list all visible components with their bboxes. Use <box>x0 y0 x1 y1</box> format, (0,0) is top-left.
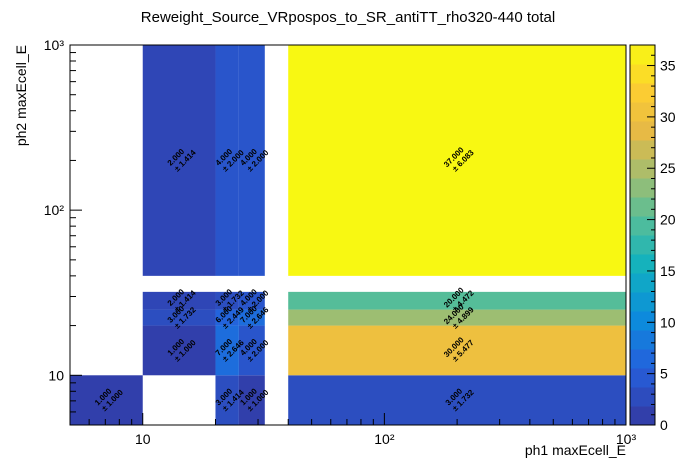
y-tick-label: 10 <box>48 367 64 383</box>
x-tick-label: 10² <box>374 431 395 447</box>
heatmap-cell <box>238 375 265 425</box>
heatmap-cell <box>70 375 143 425</box>
palette-tick-label: 25 <box>660 160 676 176</box>
palette-tick-label: 10 <box>660 314 676 330</box>
heatmap-cell <box>142 325 216 376</box>
palette-tick-label: 35 <box>660 58 676 74</box>
x-tick-label: 10 <box>135 431 151 447</box>
palette-band <box>630 273 655 293</box>
palette-band <box>630 330 655 350</box>
heatmap-cell <box>288 375 626 425</box>
x-axis: 10 10² 10³ <box>69 413 637 447</box>
palette-band <box>630 64 655 84</box>
heatmap-cell <box>142 291 216 310</box>
y-tick-label: 10³ <box>44 37 65 53</box>
heatmap-cell <box>238 291 265 310</box>
palette-band <box>630 83 655 103</box>
heatmap-cell <box>238 45 265 276</box>
palette-frame <box>629 44 656 426</box>
heatmap-cell <box>288 325 626 376</box>
plot-frame <box>69 44 627 426</box>
heatmap-cells <box>70 45 626 425</box>
palette-tick-label: 15 <box>660 263 676 279</box>
heatmap-cell <box>288 45 626 276</box>
palette-band <box>630 292 655 312</box>
palette-band <box>630 159 655 179</box>
y-axis: 10 10² 10³ <box>44 37 82 426</box>
palette-tick-label: 0 <box>660 417 668 433</box>
palette-band <box>630 45 655 65</box>
palette-band <box>630 368 655 388</box>
heatmap-cell <box>238 309 265 326</box>
palette-tick-label: 30 <box>660 109 676 125</box>
x-axis-label: ph1 maxEcell_E <box>525 442 626 458</box>
palette-band <box>630 102 655 122</box>
heatmap-cell <box>215 375 239 425</box>
heatmap-cell <box>215 309 239 326</box>
palette-band <box>630 349 655 369</box>
palette-band <box>630 235 655 255</box>
palette-band <box>630 121 655 141</box>
color-scale: 0 5 10 15 20 25 30 35 <box>629 44 676 433</box>
palette-band <box>630 216 655 236</box>
y-axis-label: ph2 maxEcell_E <box>13 45 29 146</box>
heatmap-cell <box>215 325 239 376</box>
heatmap-cell <box>238 325 265 376</box>
palette-band <box>630 178 655 198</box>
palette-band <box>630 197 655 217</box>
heatmap-cell <box>288 309 626 326</box>
palette-tick-label: 5 <box>660 366 668 382</box>
heatmap-cell <box>142 309 216 326</box>
heatmap-cell <box>288 291 626 310</box>
heatmap-cell <box>215 45 239 276</box>
x-tick-label: 10³ <box>616 431 637 447</box>
palette-band <box>630 406 655 426</box>
heatmap-cell <box>215 291 239 310</box>
heatmap-cell <box>142 45 216 276</box>
palette-band <box>630 387 655 407</box>
palette-band <box>630 254 655 274</box>
palette-band <box>630 311 655 331</box>
y-tick-label: 10² <box>44 202 65 218</box>
palette-tick-label: 20 <box>660 212 676 228</box>
palette-band <box>630 140 655 160</box>
chart-title: Reweight_Source_VRpospos_to_SR_antiTT_rh… <box>141 9 555 26</box>
